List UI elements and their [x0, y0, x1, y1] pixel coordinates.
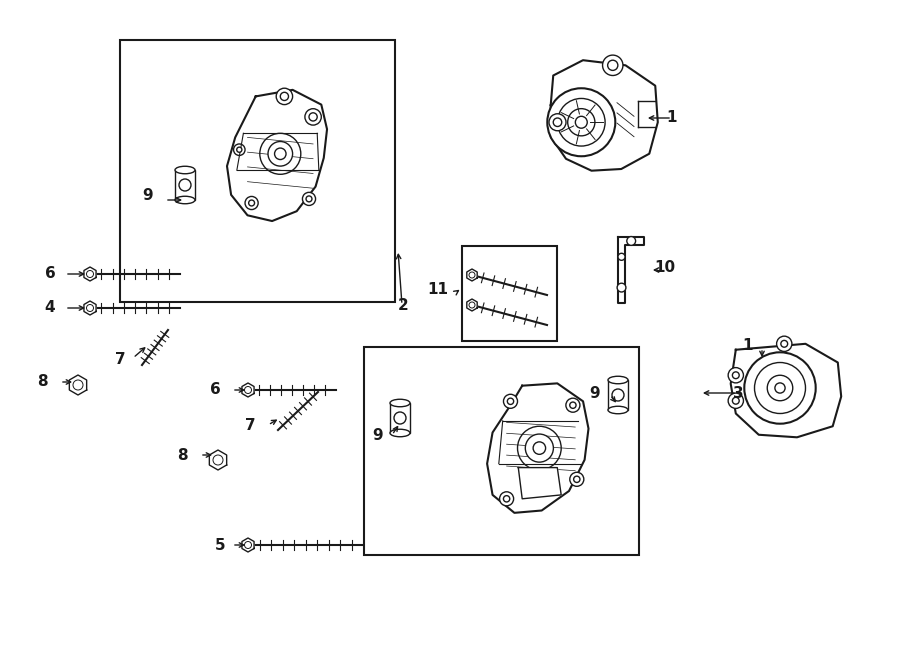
- Text: 9: 9: [143, 188, 153, 202]
- Polygon shape: [210, 450, 227, 470]
- Circle shape: [603, 55, 623, 75]
- Circle shape: [503, 394, 517, 408]
- Circle shape: [234, 144, 245, 155]
- Circle shape: [608, 60, 617, 71]
- Text: 7: 7: [114, 352, 125, 368]
- Circle shape: [617, 283, 626, 292]
- Circle shape: [508, 398, 514, 405]
- Circle shape: [728, 368, 743, 383]
- Polygon shape: [242, 538, 254, 552]
- Circle shape: [280, 93, 289, 100]
- Circle shape: [237, 147, 242, 152]
- Circle shape: [276, 88, 292, 104]
- Ellipse shape: [608, 376, 628, 384]
- Ellipse shape: [175, 167, 195, 174]
- Circle shape: [547, 89, 616, 156]
- Circle shape: [744, 352, 815, 424]
- Polygon shape: [69, 375, 86, 395]
- Bar: [364, 347, 639, 555]
- Polygon shape: [84, 301, 96, 315]
- Polygon shape: [242, 383, 254, 397]
- Circle shape: [767, 375, 793, 401]
- Circle shape: [754, 362, 806, 414]
- Text: 4: 4: [45, 301, 55, 315]
- Circle shape: [302, 192, 316, 206]
- Circle shape: [503, 496, 509, 502]
- Circle shape: [570, 472, 584, 486]
- Circle shape: [260, 134, 301, 175]
- Bar: [462, 246, 557, 341]
- Circle shape: [733, 372, 739, 379]
- Polygon shape: [467, 299, 477, 311]
- Circle shape: [305, 108, 321, 125]
- Text: 10: 10: [654, 260, 676, 276]
- Bar: [120, 40, 395, 302]
- Circle shape: [213, 455, 223, 465]
- Circle shape: [245, 387, 251, 393]
- Bar: [390, 403, 410, 433]
- Circle shape: [557, 98, 605, 146]
- Circle shape: [568, 108, 595, 136]
- Text: 7: 7: [245, 418, 256, 432]
- Text: 11: 11: [428, 282, 448, 297]
- Circle shape: [394, 412, 406, 424]
- Circle shape: [86, 270, 94, 278]
- Circle shape: [626, 237, 635, 245]
- Bar: [608, 380, 628, 410]
- Circle shape: [526, 434, 554, 462]
- Text: 9: 9: [373, 428, 383, 442]
- Ellipse shape: [390, 399, 410, 407]
- Text: 5: 5: [215, 537, 225, 553]
- Circle shape: [618, 253, 625, 260]
- Polygon shape: [618, 237, 644, 303]
- Circle shape: [775, 383, 785, 393]
- Ellipse shape: [390, 429, 410, 437]
- Circle shape: [73, 380, 83, 390]
- Circle shape: [549, 114, 566, 131]
- Circle shape: [500, 492, 514, 506]
- Circle shape: [245, 541, 251, 549]
- Text: 8: 8: [176, 447, 187, 463]
- Ellipse shape: [608, 407, 628, 414]
- Circle shape: [469, 272, 475, 278]
- Circle shape: [554, 118, 562, 126]
- Text: 1: 1: [667, 110, 677, 126]
- Circle shape: [566, 398, 580, 412]
- Circle shape: [728, 393, 743, 408]
- Circle shape: [245, 196, 258, 210]
- Circle shape: [268, 141, 292, 166]
- Circle shape: [575, 116, 587, 128]
- Circle shape: [309, 113, 317, 121]
- Ellipse shape: [175, 196, 195, 204]
- Polygon shape: [518, 467, 562, 499]
- Circle shape: [469, 302, 475, 308]
- Circle shape: [248, 200, 255, 206]
- Polygon shape: [227, 90, 327, 221]
- Circle shape: [733, 397, 739, 404]
- Circle shape: [573, 476, 580, 483]
- Circle shape: [306, 196, 312, 202]
- Polygon shape: [467, 269, 477, 281]
- Text: 2: 2: [398, 297, 409, 313]
- Text: 1: 1: [742, 338, 753, 352]
- Bar: [175, 170, 195, 200]
- Circle shape: [274, 148, 286, 159]
- Circle shape: [86, 305, 94, 311]
- Text: 6: 6: [45, 266, 56, 282]
- Polygon shape: [84, 267, 96, 281]
- Circle shape: [777, 336, 792, 352]
- Circle shape: [570, 402, 576, 408]
- Polygon shape: [487, 383, 589, 513]
- Circle shape: [612, 389, 624, 401]
- Text: 9: 9: [590, 385, 600, 401]
- Text: 3: 3: [733, 385, 743, 401]
- Polygon shape: [551, 60, 658, 171]
- Circle shape: [781, 340, 788, 347]
- Circle shape: [518, 426, 562, 470]
- Text: 6: 6: [210, 383, 220, 397]
- Text: 8: 8: [37, 375, 48, 389]
- Circle shape: [179, 179, 191, 191]
- Polygon shape: [731, 344, 842, 438]
- Circle shape: [533, 442, 545, 454]
